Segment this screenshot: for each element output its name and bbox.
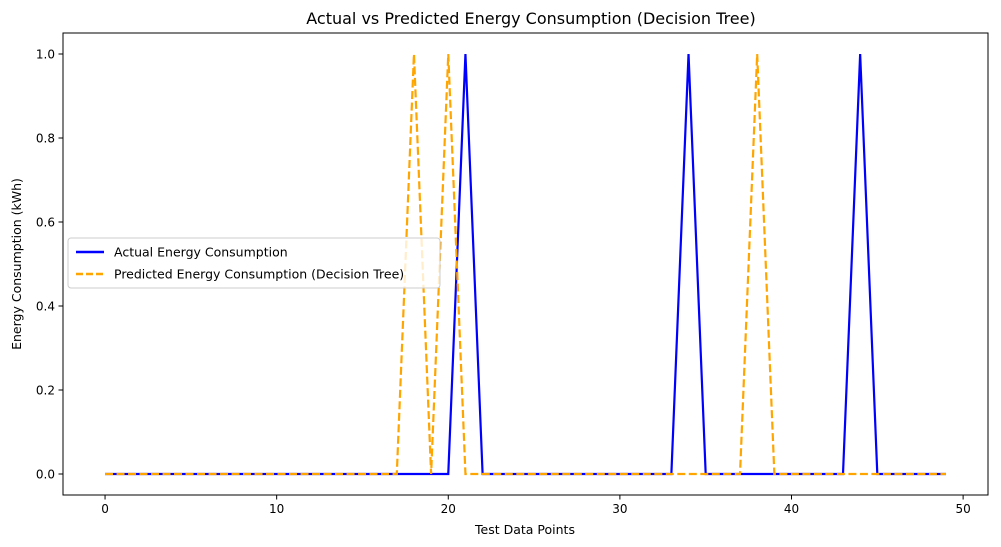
y-tick-label: 0.0 bbox=[36, 467, 55, 481]
x-tick-label: 20 bbox=[441, 502, 456, 516]
chart-title: Actual vs Predicted Energy Consumption (… bbox=[306, 9, 755, 28]
y-axis-label: Energy Consumption (kWh) bbox=[9, 178, 24, 350]
legend-label-actual: Actual Energy Consumption bbox=[114, 245, 288, 260]
y-tick-label: 1.0 bbox=[36, 47, 55, 61]
y-tick-label: 0.4 bbox=[36, 299, 55, 313]
series-line-predicted bbox=[105, 53, 946, 476]
x-tick-label: 50 bbox=[955, 502, 970, 516]
y-tick-label: 0.2 bbox=[36, 383, 55, 397]
y-tick-label: 0.6 bbox=[36, 215, 55, 229]
plot-frame bbox=[62, 32, 989, 496]
x-tick-label: 10 bbox=[269, 502, 284, 516]
y-axis: 0.0 0.2 0.4 0.6 0.8 1.0 bbox=[36, 47, 63, 481]
x-tick-label: 0 bbox=[101, 502, 109, 516]
y-tick-label: 0.8 bbox=[36, 131, 55, 145]
x-tick-label: 40 bbox=[784, 502, 799, 516]
series-layer bbox=[105, 53, 946, 476]
x-axis-label: Test Data Points bbox=[474, 522, 575, 537]
legend-label-predicted: Predicted Energy Consumption (Decision T… bbox=[114, 267, 404, 282]
legend: Actual Energy Consumption Predicted Ener… bbox=[67, 237, 441, 289]
x-tick-label: 30 bbox=[612, 502, 627, 516]
legend-box bbox=[67, 237, 441, 289]
x-axis: 0 10 20 30 40 50 bbox=[101, 495, 971, 516]
